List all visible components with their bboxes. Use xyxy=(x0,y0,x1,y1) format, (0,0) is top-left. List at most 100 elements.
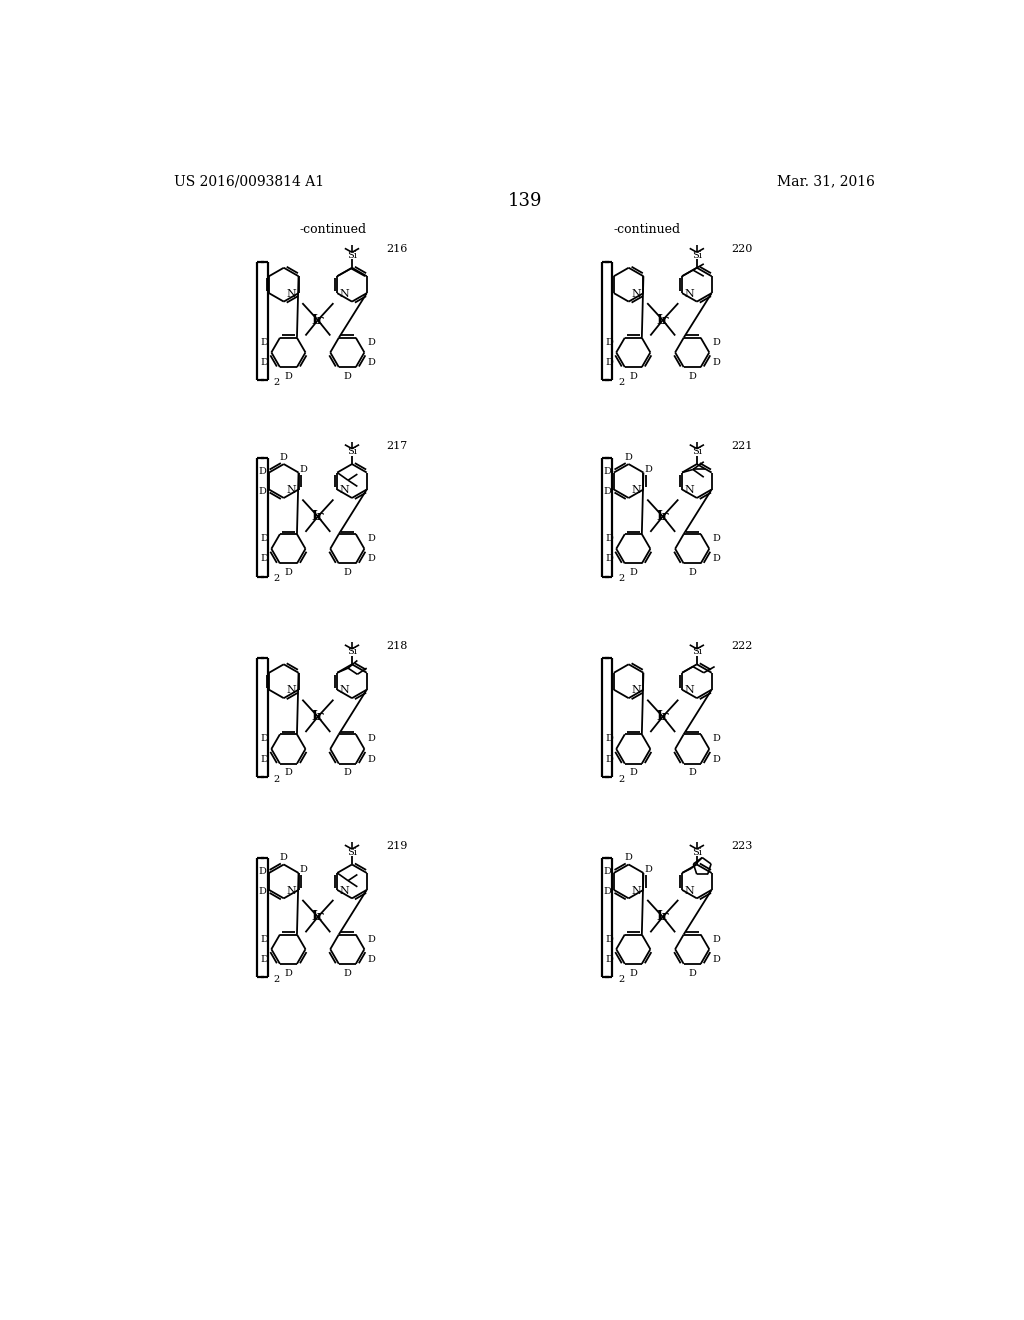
Text: N: N xyxy=(632,289,641,298)
Text: D: D xyxy=(713,554,720,564)
Text: 220: 220 xyxy=(731,244,753,255)
Text: Si: Si xyxy=(347,847,357,857)
Text: D: D xyxy=(368,935,375,944)
Text: N: N xyxy=(287,685,296,696)
Text: N: N xyxy=(339,289,349,298)
Text: D: D xyxy=(688,372,696,380)
Text: N: N xyxy=(684,886,694,896)
Text: D: D xyxy=(285,372,293,380)
Text: N: N xyxy=(287,886,296,896)
Text: -continued: -continued xyxy=(613,223,681,236)
Text: Ir: Ir xyxy=(311,314,325,326)
Text: N: N xyxy=(684,685,694,696)
Text: Si: Si xyxy=(692,847,701,857)
Text: -continued: -continued xyxy=(300,223,367,236)
Text: D: D xyxy=(605,358,613,367)
Text: D: D xyxy=(260,954,268,964)
Text: D: D xyxy=(260,734,268,743)
Text: 2: 2 xyxy=(273,574,280,583)
Text: 139: 139 xyxy=(508,191,542,210)
Text: 222: 222 xyxy=(731,640,753,651)
Text: D: D xyxy=(605,338,613,347)
Text: Si: Si xyxy=(347,447,357,457)
Text: D: D xyxy=(280,853,288,862)
Text: US 2016/0093814 A1: US 2016/0093814 A1 xyxy=(174,174,325,189)
Text: D: D xyxy=(713,935,720,944)
Text: 2: 2 xyxy=(273,378,280,387)
Text: D: D xyxy=(260,755,268,763)
Text: D: D xyxy=(605,755,613,763)
Text: D: D xyxy=(368,554,375,564)
Text: D: D xyxy=(625,853,633,862)
Text: N: N xyxy=(339,685,349,696)
Text: 2: 2 xyxy=(618,574,625,583)
Text: Ir: Ir xyxy=(311,510,325,523)
Text: D: D xyxy=(343,768,351,777)
Text: D: D xyxy=(260,338,268,347)
Text: D: D xyxy=(713,535,720,544)
Text: 218: 218 xyxy=(386,640,408,651)
Text: D: D xyxy=(605,554,613,564)
Text: 217: 217 xyxy=(386,441,408,450)
Text: Si: Si xyxy=(347,648,357,656)
Text: D: D xyxy=(260,358,268,367)
Text: 2: 2 xyxy=(618,974,625,983)
Text: D: D xyxy=(688,768,696,777)
Text: D: D xyxy=(603,487,611,495)
Text: D: D xyxy=(299,866,307,874)
Text: D: D xyxy=(644,866,652,874)
Text: D: D xyxy=(630,969,637,978)
Text: Mar. 31, 2016: Mar. 31, 2016 xyxy=(777,174,876,189)
Text: N: N xyxy=(632,486,641,495)
Text: D: D xyxy=(343,372,351,380)
Text: D: D xyxy=(368,954,375,964)
Text: D: D xyxy=(260,554,268,564)
Text: 2: 2 xyxy=(273,974,280,983)
Text: D: D xyxy=(688,969,696,978)
Text: 219: 219 xyxy=(386,841,408,851)
Text: N: N xyxy=(632,886,641,896)
Text: D: D xyxy=(260,935,268,944)
Text: N: N xyxy=(339,886,349,896)
Text: N: N xyxy=(632,685,641,696)
Text: D: D xyxy=(285,969,293,978)
Text: 223: 223 xyxy=(731,841,753,851)
Text: D: D xyxy=(258,887,266,896)
Text: D: D xyxy=(258,867,266,876)
Text: N: N xyxy=(339,486,349,495)
Text: D: D xyxy=(688,568,696,577)
Text: D: D xyxy=(368,755,375,763)
Text: N: N xyxy=(287,289,296,298)
Text: D: D xyxy=(603,466,611,475)
Text: D: D xyxy=(605,535,613,544)
Text: D: D xyxy=(285,768,293,777)
Text: Ir: Ir xyxy=(311,710,325,723)
Text: D: D xyxy=(625,453,633,462)
Text: D: D xyxy=(368,358,375,367)
Text: D: D xyxy=(713,358,720,367)
Text: D: D xyxy=(630,768,637,777)
Text: D: D xyxy=(603,867,611,876)
Text: D: D xyxy=(368,535,375,544)
Text: Si: Si xyxy=(692,447,701,457)
Text: D: D xyxy=(605,954,613,964)
Text: Si: Si xyxy=(347,251,357,260)
Text: 2: 2 xyxy=(273,775,280,784)
Text: 221: 221 xyxy=(731,441,753,450)
Text: D: D xyxy=(603,887,611,896)
Text: D: D xyxy=(605,734,613,743)
Text: D: D xyxy=(713,338,720,347)
Text: D: D xyxy=(285,568,293,577)
Text: D: D xyxy=(630,372,637,380)
Text: D: D xyxy=(260,535,268,544)
Text: Ir: Ir xyxy=(656,710,669,723)
Text: Si: Si xyxy=(692,251,701,260)
Text: N: N xyxy=(287,486,296,495)
Text: D: D xyxy=(343,969,351,978)
Text: D: D xyxy=(368,338,375,347)
Text: N: N xyxy=(684,289,694,298)
Text: N: N xyxy=(684,486,694,495)
Text: D: D xyxy=(299,465,307,474)
Text: 2: 2 xyxy=(618,775,625,784)
Text: D: D xyxy=(713,954,720,964)
